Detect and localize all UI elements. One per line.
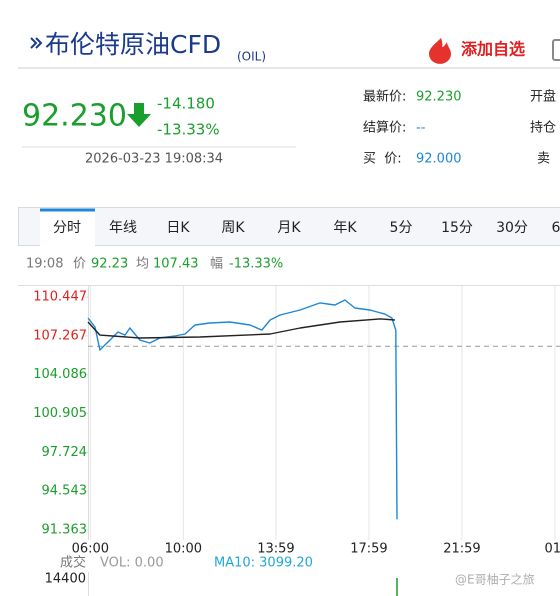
volume-vol: VOL: 0.00 — [100, 556, 164, 571]
change: -14.180 — [157, 95, 215, 113]
x-tick-label: 13:59 — [257, 542, 294, 557]
price: 92.230 — [22, 99, 127, 134]
tab[interactable]: 月K — [277, 220, 301, 236]
y-tick-label: 94.543 — [42, 484, 88, 499]
volume-ma10: MA10: 3099.20 — [214, 556, 313, 571]
x-tick-label: 01: — [544, 542, 560, 557]
tab[interactable]: 15分 — [441, 220, 473, 236]
x-tick-label: 10:00 — [165, 542, 202, 557]
flame-icon[interactable] — [429, 38, 451, 64]
title: 布伦特原油CFD — [45, 30, 221, 59]
status-price: 92.23 — [91, 257, 128, 272]
timestamp: 2026-03-23 19:08:34 — [85, 152, 223, 167]
tab[interactable]: 分时 — [53, 220, 81, 236]
info-label: 持仓 — [530, 121, 556, 136]
info-label: 买 价: — [363, 152, 402, 167]
price-line — [87, 299, 398, 520]
info-value: 92.000 — [416, 152, 462, 167]
tab[interactable]: 周K — [221, 220, 245, 236]
status-label: 幅 — [210, 257, 223, 272]
info-label: 卖 — [537, 152, 550, 167]
info-label: 开盘 — [530, 89, 556, 105]
change-pct: -13.33% — [157, 121, 220, 139]
down-arrow — [127, 103, 151, 127]
price-line — [87, 318, 395, 339]
tab[interactable]: 5分 — [390, 220, 413, 236]
watermark: @E哥柚子之旅 — [455, 572, 535, 587]
tab[interactable]: 日K — [166, 220, 190, 236]
tab[interactable]: 年线 — [109, 220, 137, 236]
info-label: 结算价: — [363, 121, 406, 136]
y-tick-label: 97.724 — [42, 445, 88, 460]
status-time: 19:08 — [26, 257, 63, 272]
tab-active-bg — [40, 210, 95, 246]
icon[interactable] — [552, 39, 560, 61]
volume-label: 成交 — [60, 555, 86, 571]
status-label: 价 — [73, 257, 86, 272]
info-value: -- — [416, 121, 426, 136]
y-tick-label: 104.086 — [33, 367, 87, 382]
y-tick-label: 107.267 — [33, 328, 87, 343]
status-change: -13.33% — [229, 257, 283, 272]
x-tick-label: 17:59 — [350, 542, 387, 557]
info-value: 92.230 — [416, 90, 462, 105]
title-icon — [30, 37, 43, 49]
x-tick-label: 06:00 — [72, 542, 109, 557]
x-tick-label: 21:59 — [443, 542, 480, 557]
add-watchlist[interactable]: 添加自选 — [461, 40, 525, 59]
y-tick-label: 91.363 — [42, 523, 88, 538]
tab[interactable]: 6 — [552, 220, 560, 236]
y-tick-label: 100.905 — [33, 406, 87, 421]
tab[interactable]: 30分 — [496, 220, 528, 236]
status-avg: 107.43 — [153, 257, 199, 272]
symbol: (OIL) — [237, 50, 266, 64]
tab[interactable]: 年K — [333, 220, 357, 236]
y-tick-label: 110.447 — [33, 290, 87, 305]
volume-tick: 14400 — [45, 572, 86, 587]
status-label: 均 — [136, 257, 149, 272]
info-label: 最新价: — [363, 89, 406, 105]
tab-bar — [18, 207, 560, 246]
